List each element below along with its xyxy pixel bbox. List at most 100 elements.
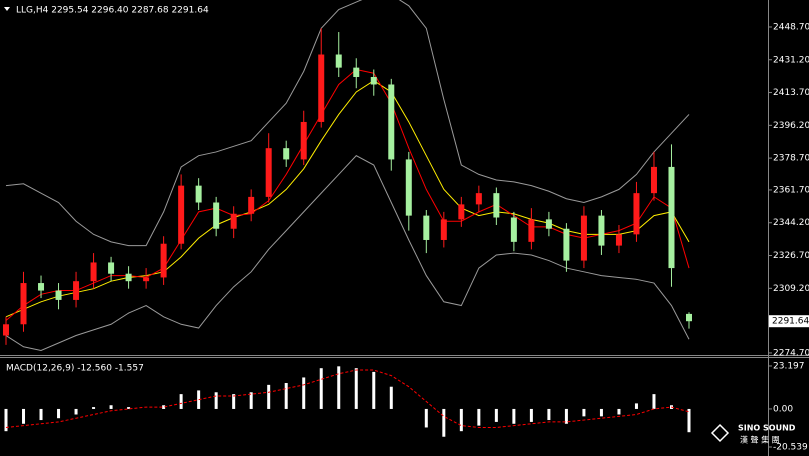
candle-body	[3, 324, 9, 336]
candle-body	[108, 262, 115, 274]
candle-body	[545, 219, 552, 229]
y-tick-label: -20.539	[773, 442, 808, 452]
y-tick-label: 2378.70	[773, 154, 809, 164]
macd-bar	[424, 408, 428, 428]
indicator-line	[5, 68, 690, 321]
y-tick-label: 2326.70	[773, 251, 809, 261]
chart-title: LLG,H4 2295.54 2296.40 2287.68 2291.64	[16, 6, 209, 16]
candle-body	[20, 283, 27, 325]
y-tick-label: 23.197	[773, 361, 805, 371]
candle-body	[440, 219, 447, 240]
candle-body	[493, 193, 500, 218]
macd-bar	[372, 371, 376, 409]
macd-bar	[4, 408, 8, 432]
macd-bar	[57, 408, 61, 419]
candle-body	[528, 219, 535, 242]
candle-body	[73, 281, 80, 300]
candle-body	[335, 54, 342, 68]
macd-bar	[162, 405, 166, 409]
candle-body	[55, 290, 62, 300]
macd-bar	[39, 408, 43, 421]
y-tick-label: 2361.70	[773, 185, 809, 195]
macd-bar	[127, 407, 131, 409]
candle-body	[300, 121, 307, 160]
candle-body	[475, 193, 482, 205]
watermark: 漢 聲 集 團	[740, 435, 780, 445]
candle-body	[160, 243, 167, 278]
macd-bar	[354, 368, 358, 409]
macd-bar	[529, 408, 533, 422]
candle-body	[213, 202, 220, 229]
candle-body	[318, 54, 325, 122]
macd-bar	[249, 392, 253, 409]
candle-body	[178, 185, 185, 244]
macd-bar	[582, 408, 586, 417]
macd-bar	[232, 394, 236, 409]
candle-body	[423, 215, 430, 240]
macd-bar	[477, 408, 481, 426]
macd-bar	[599, 408, 603, 417]
candle-body	[650, 166, 657, 194]
y-tick-label: 2448.70	[773, 22, 809, 32]
macd-bar	[459, 408, 463, 432]
candle-body	[633, 193, 640, 235]
macd-bar	[74, 408, 78, 415]
y-tick-label: 2396.20	[773, 121, 809, 131]
y-tick-label: 0.00	[773, 404, 793, 414]
y-tick-label: 2413.70	[773, 88, 809, 98]
candle-body	[283, 148, 290, 160]
y-tick-label: 2274.70	[773, 348, 809, 358]
candle-body	[90, 262, 97, 282]
macd-bar	[494, 408, 498, 422]
signal-line	[5, 369, 690, 428]
y-tick-label: 2344.20	[773, 218, 809, 228]
candle-body	[405, 159, 412, 216]
current-price-box	[769, 315, 809, 328]
candle-body	[265, 148, 272, 197]
macd-bar	[319, 368, 323, 409]
watermark-logo	[710, 423, 730, 443]
macd-bar	[442, 408, 446, 437]
candle-body	[510, 217, 517, 242]
watermark: SINO SOUND	[738, 424, 796, 433]
macd-bar	[564, 408, 568, 424]
candle-body	[686, 313, 692, 322]
candle-body	[353, 67, 360, 77]
indicator-title: MACD(12,26,9) -12.560 -1.557	[6, 364, 144, 374]
candle-body	[668, 166, 675, 269]
candle-body	[598, 215, 605, 246]
candle-body	[580, 215, 587, 261]
candle-body	[615, 234, 622, 246]
macd-bar	[337, 366, 341, 409]
indicator-line	[5, 80, 690, 318]
macd-bar	[634, 403, 638, 409]
macd-bar	[302, 377, 306, 409]
candle-body	[143, 277, 150, 282]
indicator-line	[5, 155, 690, 352]
y-tick-label: 2431.20	[773, 55, 809, 65]
macd-bar	[109, 405, 113, 409]
indicator-line	[5, 0, 690, 247]
y-tick-label: 2309.20	[773, 284, 809, 294]
macd-bar	[617, 408, 621, 415]
macd-bar	[267, 384, 271, 409]
candle-body	[195, 185, 202, 203]
candle-body	[125, 273, 132, 282]
current-price-label: 2291.64	[772, 317, 809, 327]
macd-bar	[22, 408, 26, 424]
macd-bar	[214, 392, 218, 409]
macd-bar	[284, 383, 288, 409]
macd-bar	[389, 386, 393, 409]
candle-body	[458, 204, 465, 220]
candle-body	[370, 76, 377, 85]
macd-bar	[512, 408, 516, 424]
candle-body	[38, 283, 45, 291]
macd-bar	[652, 394, 656, 409]
macd-bar	[687, 408, 691, 433]
candle-body	[230, 213, 237, 229]
candle-body	[388, 84, 395, 160]
candle-body	[248, 196, 255, 214]
macd-bar	[92, 407, 96, 409]
